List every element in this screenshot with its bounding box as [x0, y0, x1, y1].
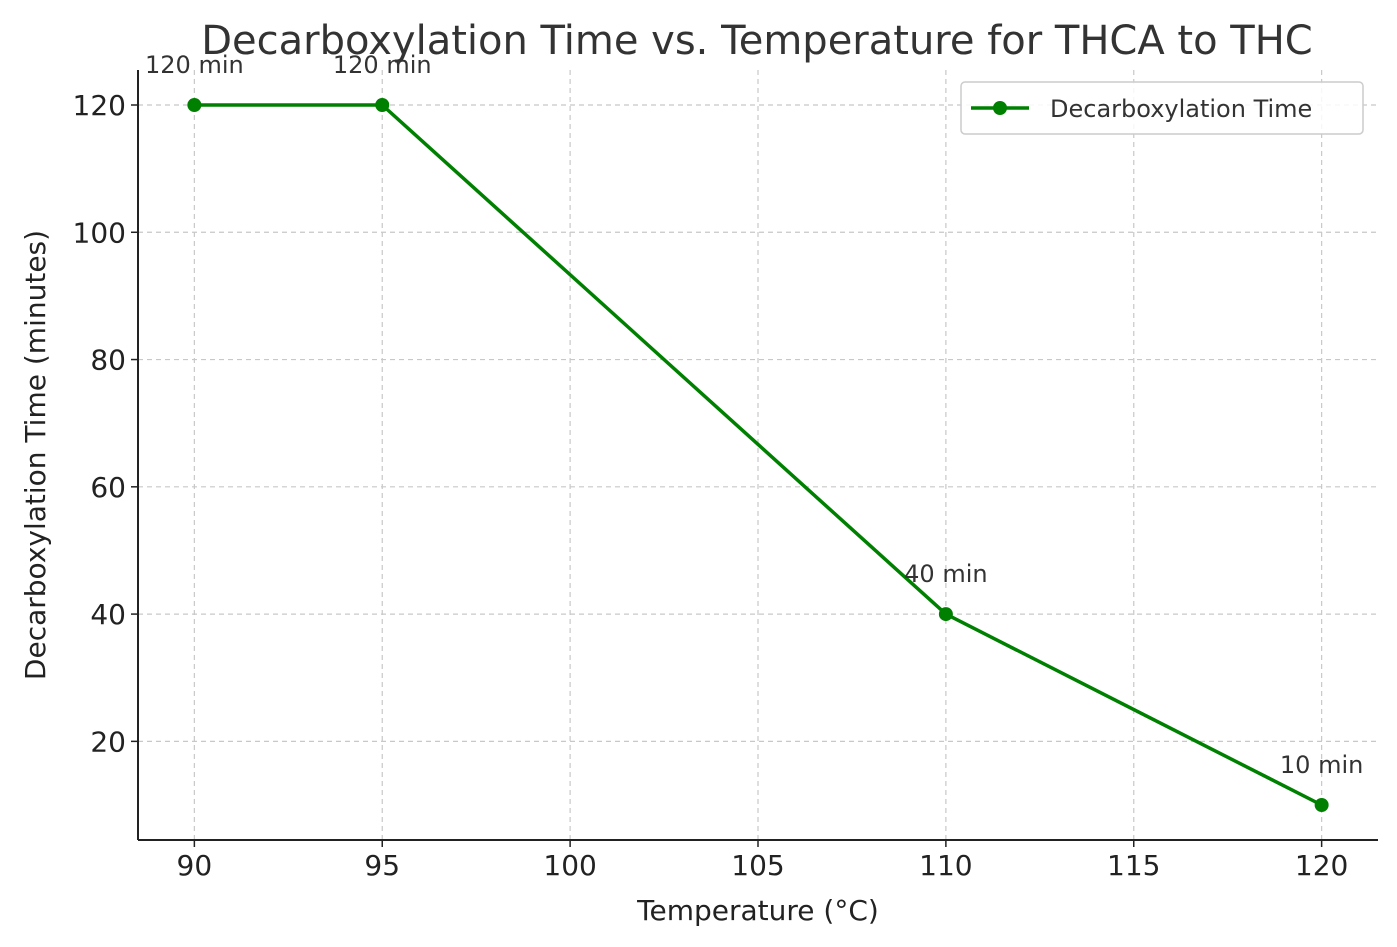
- data-label: 10 min: [1280, 751, 1363, 779]
- legend-box: [960, 81, 1364, 135]
- x-tick-label: 90: [177, 849, 213, 882]
- data-point: [187, 98, 202, 112]
- data-label: 120 min: [145, 51, 244, 79]
- chart-title: Decarboxylation Time vs. Temperature for…: [201, 18, 1312, 64]
- y-axis-label: Decarboxylation Time (minutes): [19, 230, 52, 680]
- axes: [137, 70, 1378, 841]
- data-point: [375, 98, 390, 112]
- data-label: 40 min: [904, 560, 987, 588]
- x-tick-label: 100: [543, 849, 596, 882]
- legend-label: Decarboxylation Time: [1050, 95, 1312, 123]
- x-axis-ticks: 90 95 100 105 110 115 120: [177, 840, 1348, 882]
- x-tick-label: 120: [1295, 849, 1348, 882]
- y-tick-label: 60: [90, 471, 126, 504]
- data-point: [938, 607, 953, 622]
- grid-lines: [138, 70, 1378, 840]
- series-line: [194, 103, 1323, 807]
- series-layer: [187, 98, 1329, 812]
- y-axis-ticks: 20 40 60 80 100 120: [73, 89, 138, 758]
- y-tick-label: 40: [90, 598, 126, 631]
- y-tick-label: 120: [73, 89, 126, 122]
- x-tick-label: 105: [731, 849, 784, 882]
- legend-marker: [993, 101, 1007, 115]
- y-tick-label: 100: [73, 216, 126, 249]
- y-tick-label: 80: [90, 344, 126, 377]
- x-tick-label: 115: [1107, 849, 1160, 882]
- legend: Decarboxylation Time: [960, 81, 1364, 135]
- x-tick-label: 110: [919, 849, 972, 882]
- data-label: 120 min: [333, 51, 432, 79]
- x-axis-label: Temperature (°C): [636, 894, 879, 927]
- data-labels: 120 min 120 min 40 min 10 min: [145, 51, 1363, 779]
- y-tick-label: 20: [90, 725, 126, 758]
- x-tick-label: 95: [364, 849, 400, 882]
- data-point: [1314, 798, 1329, 812]
